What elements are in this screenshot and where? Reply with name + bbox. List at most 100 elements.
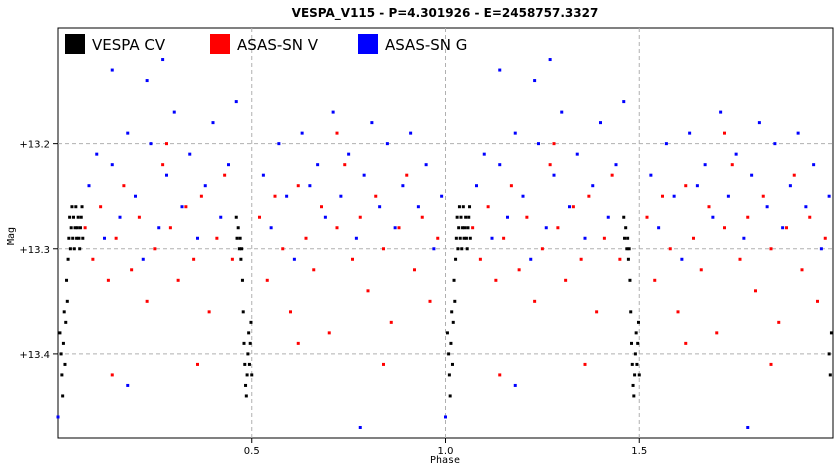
- data-point-asas-sn-v: [165, 142, 168, 146]
- data-point-vespa-cv: [249, 320, 253, 324]
- data-point-vespa-cv: [61, 341, 65, 345]
- data-point-asas-sn-v: [327, 331, 331, 335]
- data-point-asas-sn-g: [498, 68, 502, 72]
- data-point-vespa-cv: [77, 236, 81, 240]
- data-point-asas-sn-g: [409, 131, 413, 135]
- data-point-vespa-cv: [247, 331, 251, 335]
- data-point-asas-sn-g: [292, 257, 296, 261]
- y-tick-label: +13.3: [19, 245, 50, 256]
- data-point-asas-sn-v: [304, 236, 308, 240]
- data-point-asas-sn-v: [692, 236, 695, 240]
- data-point-asas-sn-g: [234, 100, 238, 104]
- data-point-asas-sn-v: [502, 236, 506, 240]
- data-point-asas-sn-v: [509, 184, 513, 188]
- data-point-asas-sn-g: [323, 215, 327, 219]
- data-point-vespa-cv: [635, 362, 639, 366]
- data-point-asas-sn-v: [122, 184, 126, 188]
- data-point-asas-sn-g: [103, 236, 106, 240]
- data-point-vespa-cv: [636, 320, 640, 324]
- data-point-asas-sn-v: [661, 194, 664, 198]
- data-point-asas-sn-v: [715, 331, 719, 335]
- data-point-vespa-cv: [235, 236, 239, 240]
- data-point-asas-sn-v: [296, 184, 300, 188]
- data-point-vespa-cv: [244, 383, 248, 387]
- data-point-vespa-cv: [630, 362, 634, 366]
- data-point-vespa-cv: [65, 278, 69, 282]
- legend-label-vespa-cv: VESPA CV: [92, 36, 166, 54]
- data-point-asas-sn-v: [176, 278, 180, 282]
- data-point-vespa-cv: [623, 236, 627, 240]
- data-point-asas-sn-v: [413, 268, 416, 272]
- x-axis-label: Phase: [430, 455, 460, 466]
- data-point-asas-sn-g: [134, 194, 137, 198]
- data-point-asas-sn-g: [424, 163, 428, 167]
- data-point-vespa-cv: [246, 352, 250, 356]
- data-point-vespa-cv: [238, 236, 242, 240]
- data-point-asas-sn-g: [746, 425, 750, 429]
- data-point-asas-sn-v: [761, 194, 765, 198]
- data-point-asas-sn-v: [196, 362, 199, 366]
- data-point-asas-sn-g: [552, 173, 556, 177]
- data-point-asas-sn-v: [478, 257, 482, 261]
- data-point-asas-sn-v: [668, 247, 672, 251]
- data-point-asas-sn-g: [734, 152, 738, 156]
- data-point-asas-sn-v: [366, 289, 370, 293]
- data-point-asas-sn-g: [385, 142, 389, 146]
- data-point-vespa-cv: [445, 331, 449, 335]
- data-point-vespa-cv: [451, 320, 455, 324]
- data-point-asas-sn-v: [168, 226, 172, 230]
- data-point-vespa-cv: [65, 299, 69, 303]
- data-point-asas-sn-g: [560, 110, 564, 114]
- data-point-vespa-cv: [622, 215, 626, 219]
- data-point-vespa-cv: [458, 236, 462, 240]
- data-point-asas-sn-v: [161, 163, 165, 167]
- data-point-asas-sn-v: [552, 142, 556, 146]
- y-tick-label: +13.4: [19, 350, 50, 361]
- data-point-asas-sn-v: [777, 320, 781, 324]
- data-point-vespa-cv: [454, 257, 458, 261]
- data-point-vespa-cv: [454, 236, 458, 240]
- data-point-asas-sn-v: [769, 247, 773, 251]
- data-point-vespa-cv: [250, 373, 254, 377]
- data-point-vespa-cv: [633, 352, 637, 356]
- data-point-asas-sn-g: [513, 383, 517, 387]
- data-point-asas-sn-v: [571, 205, 575, 209]
- data-point-asas-sn-g: [416, 205, 420, 209]
- data-point-vespa-cv: [633, 373, 637, 377]
- data-point-vespa-cv: [457, 205, 461, 209]
- data-point-asas-sn-g: [657, 226, 661, 230]
- data-point-vespa-cv: [237, 247, 241, 251]
- data-point-asas-sn-v: [389, 320, 393, 324]
- data-point-vespa-cv: [455, 215, 459, 219]
- data-point-asas-sn-v: [99, 205, 103, 209]
- data-point-vespa-cv: [74, 205, 78, 209]
- data-point-asas-sn-v: [579, 257, 583, 261]
- data-point-asas-sn-g: [827, 194, 831, 198]
- data-point-asas-sn-v: [486, 205, 490, 209]
- data-point-vespa-cv: [64, 320, 68, 324]
- data-point-asas-sn-v: [707, 205, 711, 209]
- data-point-asas-sn-g: [664, 142, 668, 146]
- data-point-asas-sn-v: [428, 299, 432, 303]
- data-point-asas-sn-g: [87, 184, 91, 188]
- data-point-asas-sn-g: [490, 236, 494, 240]
- data-point-vespa-cv: [456, 247, 460, 251]
- data-point-asas-sn-v: [281, 247, 285, 251]
- data-point-asas-sn-v: [792, 173, 796, 177]
- data-point-asas-sn-v: [548, 163, 552, 167]
- data-point-asas-sn-g: [819, 247, 823, 251]
- data-point-vespa-cv: [244, 394, 248, 398]
- data-point-vespa-cv: [79, 215, 83, 219]
- data-point-vespa-cv: [447, 352, 451, 356]
- data-point-vespa-cv: [242, 341, 246, 345]
- data-point-asas-sn-v: [653, 278, 657, 282]
- data-point-vespa-cv: [81, 236, 85, 240]
- data-point-asas-sn-g: [285, 194, 289, 198]
- data-point-asas-sn-v: [684, 341, 688, 345]
- legend-label-asas-sn-v: ASAS-SN V: [237, 36, 319, 54]
- data-point-asas-sn-v: [335, 226, 339, 230]
- data-point-asas-sn-g: [575, 152, 579, 156]
- data-point-asas-sn-v: [754, 289, 757, 293]
- data-point-asas-sn-g: [401, 184, 405, 188]
